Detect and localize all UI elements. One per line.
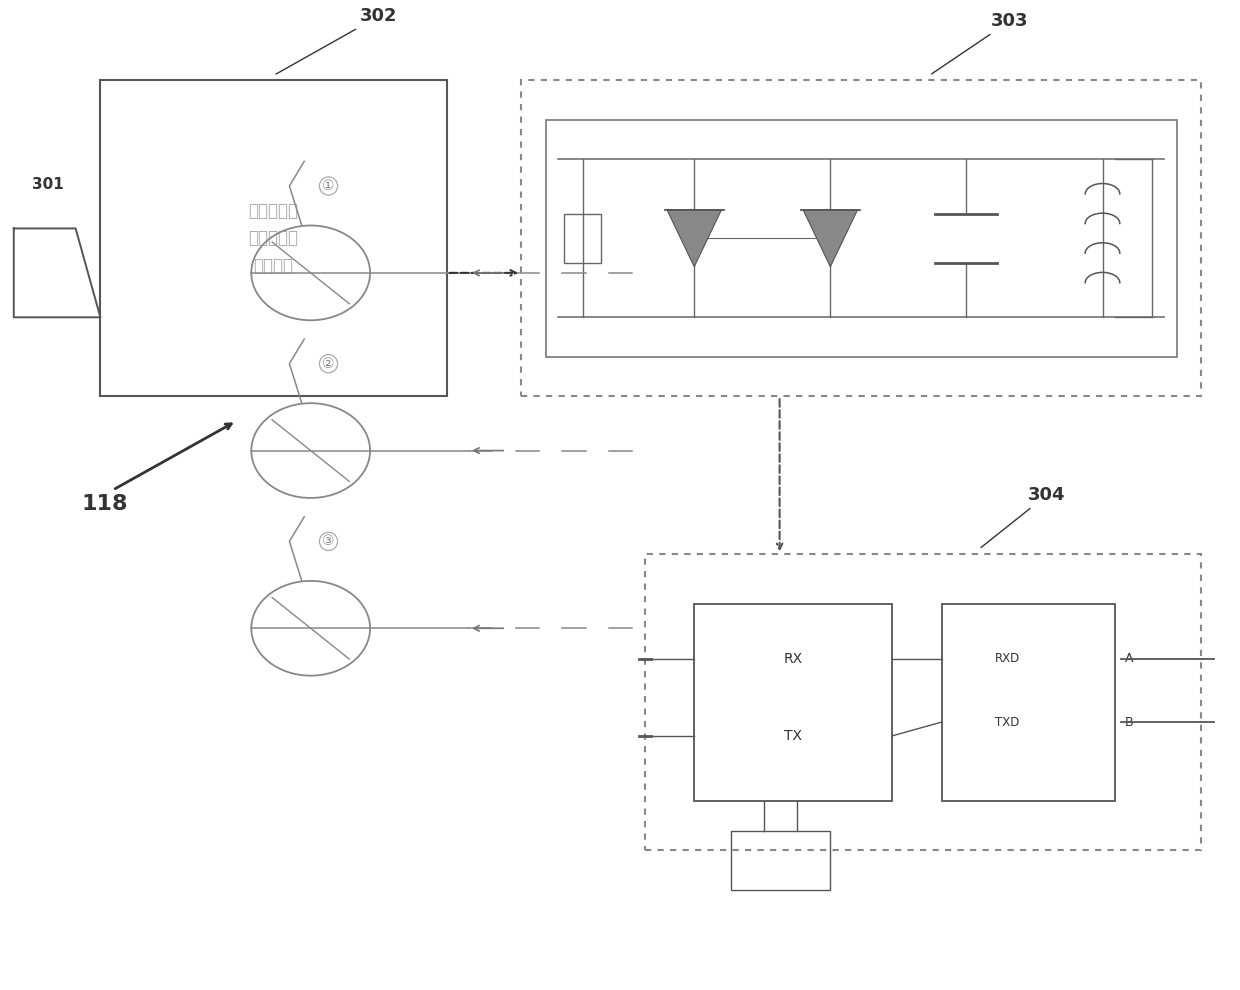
Text: 调度控制信
号收发编码
存储单元: 调度控制信 号收发编码 存储单元 <box>248 202 299 275</box>
Text: 304: 304 <box>981 486 1066 547</box>
Text: A: A <box>1125 652 1133 665</box>
Text: 118: 118 <box>82 494 128 514</box>
Bar <box>564 214 601 263</box>
Text: RXD: RXD <box>994 652 1021 665</box>
Text: TX: TX <box>784 729 802 742</box>
Bar <box>732 831 831 890</box>
Bar <box>546 120 1177 356</box>
Polygon shape <box>14 229 100 318</box>
Polygon shape <box>804 210 858 266</box>
Text: B: B <box>1125 716 1133 729</box>
Text: 302: 302 <box>277 7 398 74</box>
Bar <box>941 604 1115 801</box>
Text: ③: ③ <box>322 535 335 548</box>
Text: RX: RX <box>784 651 802 666</box>
Text: TXD: TXD <box>996 716 1019 729</box>
Text: 303: 303 <box>931 12 1029 74</box>
Text: 301: 301 <box>32 177 64 192</box>
Bar <box>100 80 446 396</box>
Bar <box>694 604 893 801</box>
Polygon shape <box>667 210 722 266</box>
Text: ①: ① <box>322 179 335 193</box>
Bar <box>521 80 1202 396</box>
Text: ②: ② <box>322 356 335 370</box>
Bar <box>645 554 1202 850</box>
